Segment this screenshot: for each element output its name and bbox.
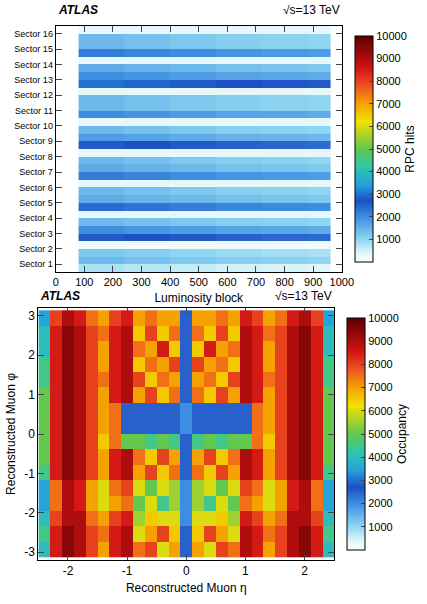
svg-text:900: 900 (304, 276, 322, 288)
svg-text:Sector 7: Sector 7 (19, 167, 53, 177)
svg-text:4000: 4000 (376, 165, 400, 177)
svg-text:2: 2 (28, 348, 35, 362)
svg-text:Sector 14: Sector 14 (14, 60, 53, 70)
svg-text:3: 3 (28, 309, 35, 323)
svg-text:Sector 11: Sector 11 (15, 106, 53, 116)
svg-text:10000: 10000 (376, 30, 407, 42)
svg-text:3000: 3000 (368, 474, 392, 486)
svg-text:0: 0 (183, 564, 190, 578)
svg-text:Reconstructed Muon η: Reconstructed Muon η (126, 581, 247, 595)
svg-text:√s=13 TeV: √s=13 TeV (275, 289, 332, 303)
svg-text:Sector 15: Sector 15 (14, 44, 53, 54)
svg-text:0: 0 (28, 427, 35, 441)
svg-text:10000: 10000 (368, 312, 399, 324)
svg-text:Sector 16: Sector 16 (14, 29, 53, 39)
svg-text:Sector 5: Sector 5 (19, 198, 53, 208)
svg-text:9000: 9000 (368, 335, 392, 347)
svg-text:4000: 4000 (368, 451, 392, 463)
svg-text:√s=13 TeV: √s=13 TeV (283, 3, 340, 17)
svg-text:9000: 9000 (376, 52, 400, 64)
svg-text:8000: 8000 (376, 75, 400, 87)
svg-text:1: 1 (28, 388, 35, 402)
svg-text:Sector 8: Sector 8 (19, 152, 53, 162)
svg-text:Sector 6: Sector 6 (19, 183, 53, 193)
svg-text:-1: -1 (122, 564, 133, 578)
svg-text:Luminosity block: Luminosity block (154, 291, 244, 305)
svg-text:Sector 13: Sector 13 (14, 75, 53, 85)
svg-text:ATLAS: ATLAS (40, 289, 80, 303)
svg-text:Reconstructed Muon φ: Reconstructed Muon φ (4, 373, 18, 495)
svg-text:1000: 1000 (368, 521, 392, 533)
svg-text:RPC hits: RPC hits (403, 125, 417, 172)
svg-text:6000: 6000 (368, 405, 392, 417)
svg-text:5000: 5000 (368, 428, 392, 440)
svg-text:Sector 10: Sector 10 (14, 121, 53, 131)
svg-text:-1: -1 (24, 467, 35, 481)
svg-text:7000: 7000 (368, 381, 392, 393)
svg-text:Sector 3: Sector 3 (19, 229, 53, 239)
svg-text:500: 500 (190, 276, 208, 288)
svg-text:2000: 2000 (368, 497, 392, 509)
svg-text:-2: -2 (63, 564, 74, 578)
svg-text:2: 2 (301, 564, 308, 578)
svg-text:Sector 1: Sector 1 (19, 259, 53, 269)
svg-text:ATLAS: ATLAS (58, 3, 98, 17)
svg-text:1000: 1000 (330, 276, 354, 288)
svg-text:Sector 9: Sector 9 (19, 136, 53, 146)
svg-text:300: 300 (132, 276, 150, 288)
svg-text:7000: 7000 (376, 98, 400, 110)
svg-text:200: 200 (104, 276, 122, 288)
svg-text:Occupancy: Occupancy (395, 404, 409, 464)
svg-text:5000: 5000 (376, 143, 400, 155)
svg-text:100: 100 (75, 276, 93, 288)
svg-text:Sector 12: Sector 12 (14, 90, 53, 100)
svg-text:-2: -2 (24, 506, 35, 520)
svg-text:Sector 4: Sector 4 (19, 213, 53, 223)
svg-text:3000: 3000 (376, 188, 400, 200)
svg-text:6000: 6000 (376, 120, 400, 132)
svg-text:0: 0 (53, 276, 59, 288)
svg-text:800: 800 (275, 276, 293, 288)
svg-text:1: 1 (242, 564, 249, 578)
svg-text:600: 600 (218, 276, 236, 288)
svg-text:8000: 8000 (368, 358, 392, 370)
svg-text:2000: 2000 (376, 211, 400, 223)
svg-text:Sector 2: Sector 2 (19, 244, 53, 254)
svg-text:1000: 1000 (376, 233, 400, 245)
svg-text:-3: -3 (24, 545, 35, 559)
svg-text:400: 400 (161, 276, 179, 288)
svg-text:700: 700 (247, 276, 265, 288)
